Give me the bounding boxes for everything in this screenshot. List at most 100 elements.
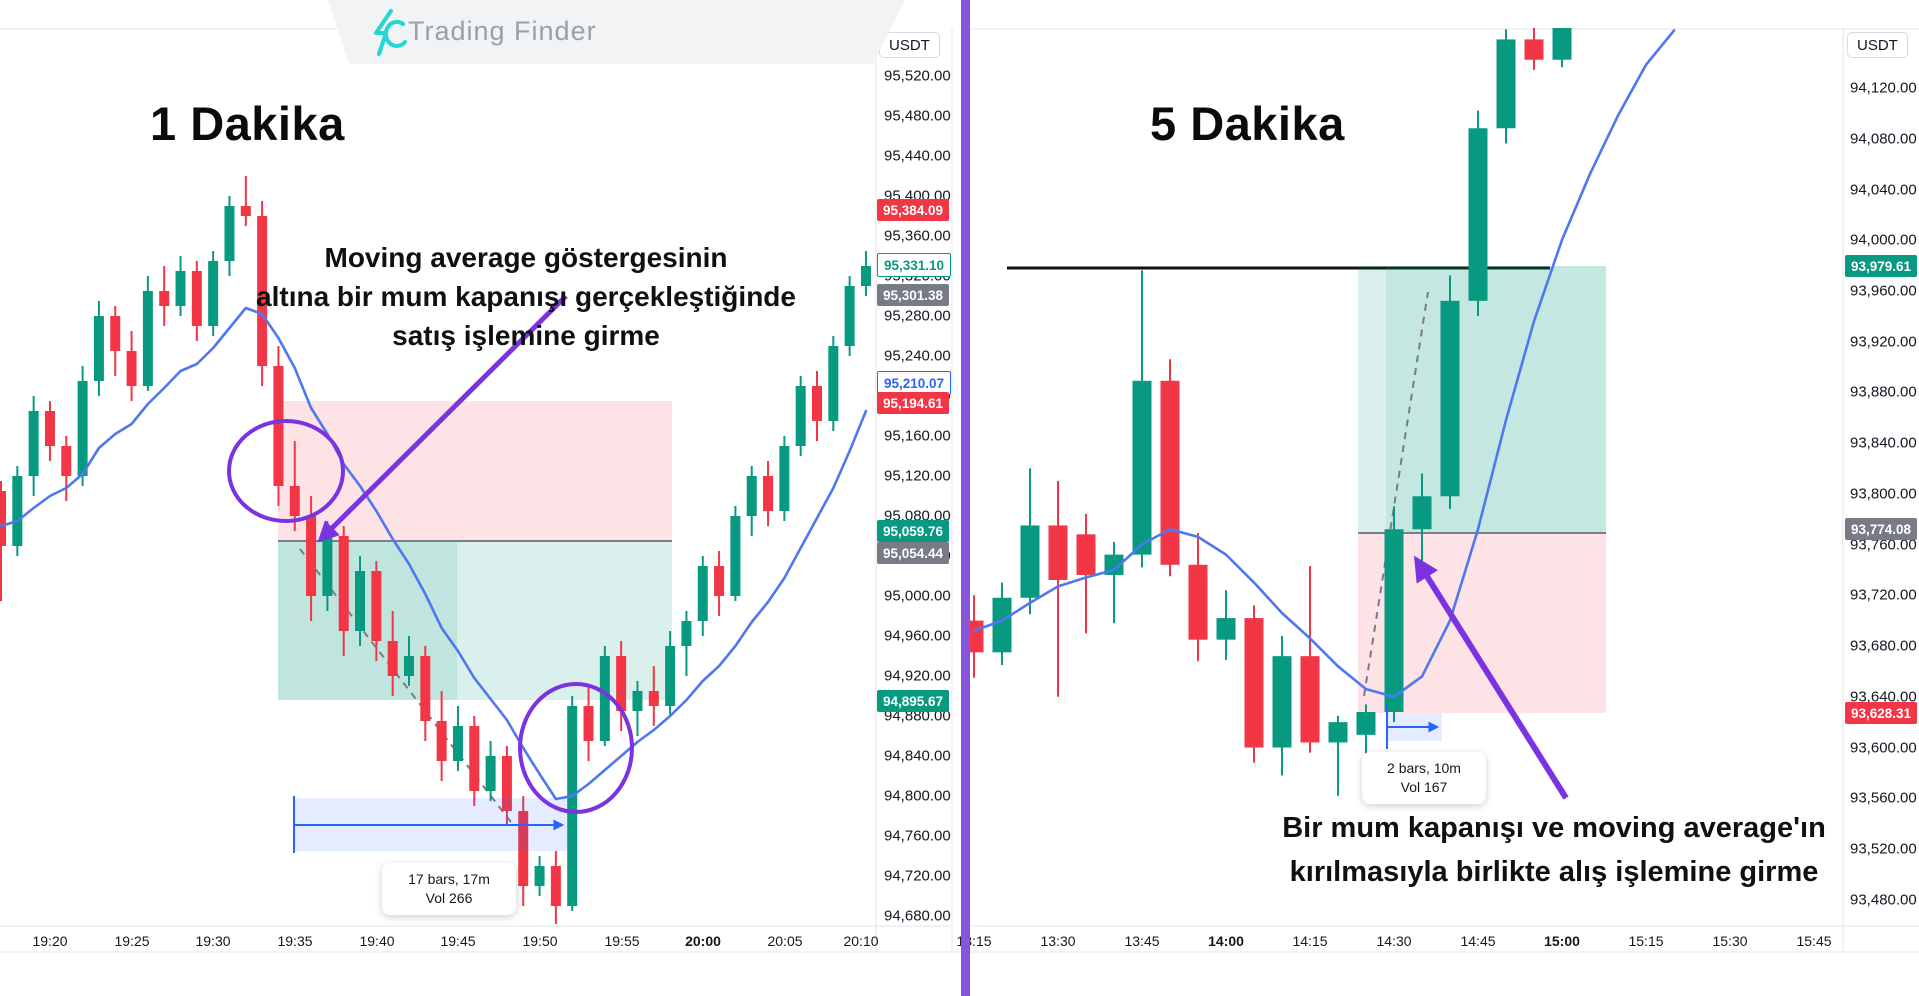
candle-body bbox=[1272, 656, 1292, 748]
candle-body bbox=[697, 566, 708, 621]
long-profit-zone-highlight[interactable] bbox=[1386, 266, 1606, 533]
time-tick-label: 19:30 bbox=[195, 933, 231, 949]
recovery-circle[interactable] bbox=[518, 682, 634, 814]
candle-body bbox=[77, 381, 88, 476]
time-tick-label: 15:00 bbox=[1544, 933, 1580, 949]
candle-body bbox=[420, 656, 431, 721]
candle-body bbox=[1440, 300, 1460, 497]
time-tick-label: 19:35 bbox=[277, 933, 313, 949]
candle-body bbox=[1496, 39, 1516, 129]
candle-body bbox=[812, 386, 822, 421]
price-tick-label: 95,520.00 bbox=[884, 67, 951, 85]
candle-body bbox=[289, 486, 300, 516]
candle-body bbox=[159, 291, 170, 306]
candle-body bbox=[844, 286, 855, 346]
candle-body bbox=[714, 566, 725, 596]
price-badge-red: 95,194.61 bbox=[877, 392, 949, 414]
candle-body bbox=[387, 641, 398, 676]
candle-body bbox=[1216, 618, 1236, 640]
candle-body bbox=[648, 691, 659, 706]
candle-body bbox=[126, 351, 137, 386]
right-chart-title: 5 Dakika bbox=[1150, 97, 1345, 150]
right-plot-area[interactable] bbox=[965, 17, 1676, 800]
left-candles bbox=[0, 176, 871, 924]
candle-body bbox=[1244, 618, 1264, 748]
price-badge-teal-outline: 95,331.10 bbox=[877, 253, 951, 277]
price-tick-label: 94,800.00 bbox=[884, 787, 951, 805]
left-currency-chip[interactable]: USDT bbox=[879, 32, 940, 58]
price-tick-label: 95,120.00 bbox=[884, 467, 951, 485]
candle-body bbox=[404, 656, 414, 676]
price-tick-label: 94,080.00 bbox=[1850, 130, 1917, 148]
left-measure-volume: Vol 266 bbox=[425, 890, 473, 906]
candle-body bbox=[1188, 564, 1208, 640]
left-annotation-line-2: altına bir mum kapanışı gerçekleştiğinde bbox=[256, 281, 796, 312]
candle-body bbox=[469, 726, 480, 791]
time-tick-label: 14:15 bbox=[1292, 933, 1328, 949]
candle-body bbox=[518, 811, 529, 886]
candle-body bbox=[1468, 128, 1488, 301]
price-tick-label: 93,640.00 bbox=[1850, 688, 1917, 706]
candle-body bbox=[730, 516, 741, 596]
candle-body bbox=[273, 366, 284, 486]
candle-body bbox=[93, 316, 104, 381]
left-annotation: Moving average göstergesinin altına bir … bbox=[196, 238, 856, 355]
candle-body bbox=[1328, 722, 1348, 743]
candle-body bbox=[436, 721, 447, 761]
price-tick-label: 93,920.00 bbox=[1850, 333, 1917, 351]
time-tick-label: 19:40 bbox=[359, 933, 395, 949]
price-tick-label: 94,920.00 bbox=[884, 667, 951, 685]
time-tick-label: 19:50 bbox=[522, 933, 558, 949]
price-tick-label: 94,760.00 bbox=[884, 827, 951, 845]
trend-dashed-line[interactable] bbox=[1363, 291, 1429, 697]
time-tick-label: 19:45 bbox=[440, 933, 476, 949]
candle-body bbox=[583, 706, 594, 741]
price-badge-teal: 95,059.76 bbox=[877, 520, 949, 542]
candle-body bbox=[534, 866, 545, 886]
right-annotation-line-2: kırılmasıyla birlikte alış işlemine girm… bbox=[1289, 856, 1819, 888]
price-tick-label: 93,880.00 bbox=[1850, 383, 1917, 401]
candle-body bbox=[485, 756, 496, 791]
time-tick-label: 15:15 bbox=[1628, 933, 1664, 949]
moving-average-line bbox=[0, 306, 868, 801]
price-badge-gray: 95,301.38 bbox=[877, 284, 949, 306]
price-tick-label: 93,480.00 bbox=[1850, 891, 1917, 909]
candle-body bbox=[322, 536, 333, 596]
price-badge-teal: 94,895.67 bbox=[877, 690, 949, 712]
price-tick-label: 95,360.00 bbox=[884, 227, 951, 245]
candle-body bbox=[665, 646, 676, 706]
candle-body bbox=[1300, 656, 1320, 743]
right-annotation-line-1: Bir mum kapanışı ve moving average'ın bbox=[1282, 812, 1826, 844]
ma-cross-circle[interactable] bbox=[227, 419, 345, 523]
right-currency-chip[interactable]: USDT bbox=[1847, 32, 1908, 58]
candle-body bbox=[306, 516, 317, 596]
left-annotation-line-3: satış işlemine girme bbox=[392, 320, 660, 351]
time-tick-label: 14:00 bbox=[1208, 933, 1244, 949]
left-annotation-line-1: Moving average göstergesinin bbox=[324, 242, 728, 273]
candle-body bbox=[240, 206, 251, 216]
right-measure-tooltip[interactable]: 2 bars, 10m Vol 167 bbox=[1362, 752, 1486, 804]
price-tick-label: 95,280.00 bbox=[884, 307, 951, 325]
candle-body bbox=[1356, 711, 1376, 735]
price-tick-label: 93,800.00 bbox=[1850, 485, 1917, 503]
time-tick-label: 14:45 bbox=[1460, 933, 1496, 949]
sell-signal-arrow[interactable] bbox=[317, 294, 568, 543]
price-tick-label: 95,480.00 bbox=[884, 107, 951, 125]
price-badge-gray: 93,774.08 bbox=[1845, 518, 1917, 540]
candle-body bbox=[763, 476, 774, 511]
price-tick-label: 94,840.00 bbox=[884, 747, 951, 765]
price-tick-label: 93,600.00 bbox=[1850, 739, 1917, 757]
candle-body bbox=[1076, 534, 1096, 575]
candle-body bbox=[795, 386, 806, 446]
left-measure-bars: 17 bars, 17m bbox=[408, 871, 490, 887]
candle-body bbox=[208, 261, 219, 326]
candle-body bbox=[550, 866, 561, 906]
left-measure-tooltip[interactable]: 17 bars, 17m Vol 266 bbox=[382, 863, 516, 915]
left-plot-area[interactable] bbox=[0, 176, 871, 924]
long-profit-zone[interactable] bbox=[1358, 266, 1606, 533]
price-tick-label: 93,840.00 bbox=[1850, 434, 1917, 452]
candle-body bbox=[632, 691, 643, 711]
buy-signal-arrow[interactable] bbox=[1413, 555, 1569, 800]
